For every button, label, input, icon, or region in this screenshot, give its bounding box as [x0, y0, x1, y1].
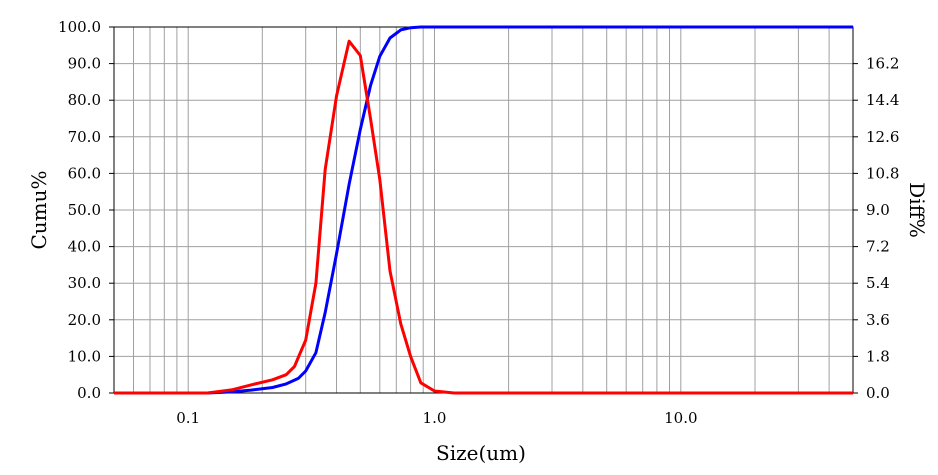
y-axis-title: Cumu% [27, 170, 51, 249]
y2-tick-label: 9.0 [866, 201, 890, 219]
y2-axis-title: Diff% [905, 182, 929, 238]
y2-tick-label: 12.6 [866, 128, 899, 146]
y-tick-label: 100.0 [58, 18, 101, 36]
right-axis-ticks: 0.0 1.8 3.6 5.4 7.2 9.0 10.8 12.6 14.4 16.2 [853, 55, 899, 402]
y-tick-label: 30.0 [68, 274, 101, 292]
y-tick-label: 40.0 [68, 238, 101, 256]
y-tick-label: 90.0 [68, 55, 101, 73]
y-tick-label: 50.0 [68, 201, 101, 219]
y2-tick-label: 3.6 [866, 311, 890, 329]
y2-tick-label: 14.4 [866, 91, 899, 109]
y-tick-label: 20.0 [68, 311, 101, 329]
horizontal-gridlines [114, 63, 853, 357]
x-tick-label: 10.0 [664, 409, 697, 427]
left-axis-ticks: 0.0 10.0 20.0 30.0 40.0 50.0 60.0 70.0 80.0 90.0 1… [58, 18, 114, 402]
x-tick-label: 1.0 [423, 409, 447, 427]
series-line-2 [114, 39, 853, 395]
x-axis-ticks: 0.1 1.0 10.0 [176, 409, 697, 427]
y2-tick-label: 1.8 [866, 347, 890, 365]
y2-tick-label: 5.4 [866, 274, 890, 292]
y-tick-label: 10.0 [68, 347, 101, 365]
series-layer [114, 25, 853, 395]
y2-tick-label: 7.2 [866, 238, 890, 256]
y-tick-label: 60.0 [68, 164, 101, 182]
x-axis-title: Size(um) [436, 441, 526, 465]
series-line-1 [114, 25, 853, 395]
y-tick-label: 70.0 [68, 128, 101, 146]
y2-tick-label: 0.0 [866, 384, 890, 402]
x-tick-label: 0.1 [176, 409, 200, 427]
y2-tick-label: 16.2 [866, 55, 899, 73]
y-tick-label: 80.0 [68, 91, 101, 109]
y2-tick-label: 10.8 [866, 164, 899, 182]
y-tick-label: 0.0 [77, 384, 101, 402]
